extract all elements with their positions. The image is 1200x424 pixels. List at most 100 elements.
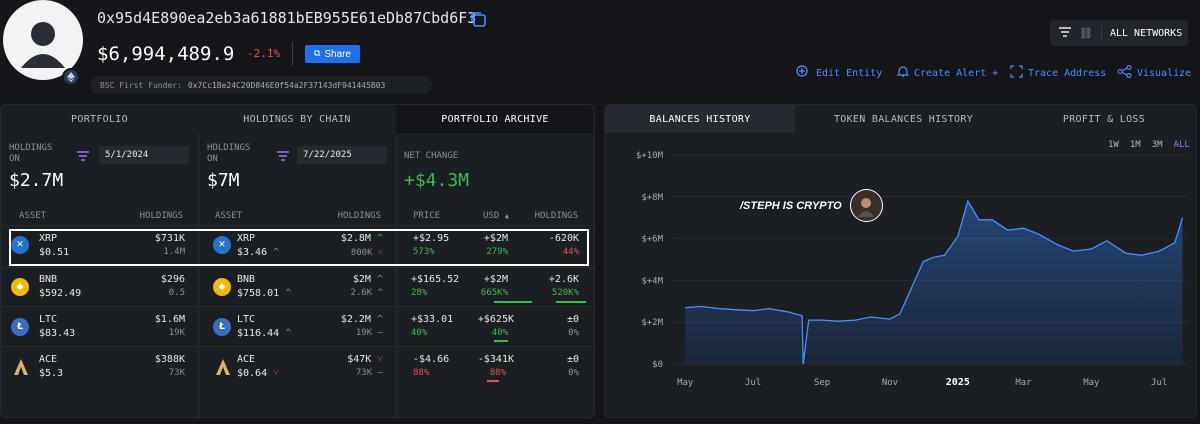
holdings-change: -620K	[548, 233, 579, 244]
holding-qty-text: 2.6K	[350, 288, 373, 298]
asset-symbol: BNB	[237, 274, 256, 285]
price-change: -$4.66	[413, 354, 450, 365]
up-arrow-icon: ^	[376, 314, 383, 325]
asset-symbol: XRP	[237, 233, 256, 244]
col-price: PRICE	[413, 211, 441, 221]
holding-qty: 19K	[168, 328, 185, 338]
usd-change: +$625K	[477, 314, 514, 325]
range-1w[interactable]: 1W	[1108, 140, 1119, 150]
col-asset: ASSET	[19, 211, 47, 221]
copy-icon[interactable]	[469, 10, 487, 31]
create-alert-label: Create Alert +	[914, 67, 999, 79]
holdings-change: ±0	[566, 354, 579, 365]
holdings-change-pct: 0%	[568, 368, 579, 378]
tab-balances-history[interactable]: BALANCES HISTORY	[605, 105, 795, 133]
col-usd[interactable]: USD ▲	[483, 211, 509, 221]
usd-change-bar	[494, 340, 508, 342]
range-3m[interactable]: 3M	[1151, 140, 1163, 150]
ltc-coin-icon: Ł	[213, 318, 231, 336]
table-row[interactable]: ✕ XRP $0.51 $731K 1.4M ✕ XRP $3.46 ^ $2.…	[1, 227, 594, 265]
col-asset-2: ASSET	[215, 211, 243, 221]
divider	[292, 42, 293, 66]
holding-qty-text: 73K	[355, 368, 373, 378]
asset-price: $5.3	[39, 368, 64, 379]
link-icon[interactable]: ⛓	[1079, 26, 1093, 40]
price-change: +$2.95	[413, 233, 450, 244]
up-arrow-icon: ^	[376, 233, 383, 244]
tab-profit-loss[interactable]: PROFIT & LOSS	[1062, 113, 1146, 125]
action-trace-address[interactable]: Trace Address	[1010, 65, 1106, 81]
range-1m[interactable]: 1M	[1129, 140, 1141, 150]
asset-price: $83.43	[39, 328, 76, 339]
holding-value: $2M ^	[301, 274, 383, 285]
history-tabs: BALANCES HISTORY TOKEN BALANCES HISTORY …	[605, 105, 1196, 133]
date-input-left[interactable]: 5/1/2024	[99, 146, 189, 164]
y-tick-label: $+10M	[636, 151, 664, 161]
network-filter[interactable]: ⛓ ALL NETWORKS	[1050, 20, 1188, 46]
holding-value: $296	[160, 274, 185, 285]
filter-icon[interactable]	[277, 151, 289, 164]
filter-icon[interactable]	[1059, 26, 1071, 40]
ltc-coin-icon: Ł	[11, 318, 29, 336]
asset-price: $0.51	[39, 247, 70, 258]
asset-price-value: $0.64	[237, 368, 268, 379]
share-button[interactable]: ⧉ Share	[305, 45, 360, 63]
asset-price: $116.44 ^	[237, 328, 291, 339]
first-funder[interactable]: BSC First Funder: 0x7Cc1Be24C20D846E0f54…	[90, 76, 432, 94]
up-arrow-icon: ^	[273, 247, 280, 258]
y-tick-label: $+2M	[641, 318, 663, 328]
holding-value: $2.8M ^	[301, 233, 383, 244]
action-edit-entity[interactable]: Edit Entity	[795, 65, 882, 81]
y-tick-label: $+4M	[641, 276, 663, 286]
holding-qty: 1.4M	[163, 247, 185, 257]
asset-price: $0.64 ˅	[237, 368, 279, 379]
up-arrow-icon: ^	[285, 328, 292, 339]
price-change-pct: 40%	[411, 328, 428, 338]
divider	[1100, 26, 1102, 40]
holding-qty: 2.6K ^	[301, 288, 383, 298]
divider	[1, 306, 594, 307]
visualize-label: Visualize	[1137, 67, 1192, 79]
balance-chart[interactable]: $0 $+2M $+4M $+6M $+8M $+10M May Jul Sep Nov 2025 M…	[605, 145, 1197, 418]
divider	[1, 267, 594, 268]
table-row[interactable]: Ł LTC $83.43 $1.6M 19K Ł LTC $116.44 ^ $…	[1, 308, 594, 346]
filter-icon[interactable]	[77, 151, 89, 164]
action-visualize[interactable]: Visualize	[1117, 64, 1192, 81]
usd-change-pct: 665K%	[480, 288, 508, 298]
tab-portfolio-archive[interactable]: PORTFOLIO ARCHIVE	[396, 105, 594, 133]
price-change-pct: 28%	[411, 288, 428, 298]
y-tick-label: $+6M	[641, 235, 663, 245]
external-link-icon: ⧉	[313, 49, 321, 59]
funder-address[interactable]: 0x7Cc1Be24C20D846E0f54a2F37143dF041445B0…	[187, 80, 386, 90]
holding-value-text: $2M	[352, 274, 371, 285]
holdings-change: ±0	[566, 314, 579, 325]
dash-icon: —	[377, 328, 383, 338]
asset-price-value: $758.01	[237, 288, 280, 299]
portfolio-tabs: PORTFOLIO HOLDINGS BY CHAIN PORTFOLIO AR…	[1, 105, 594, 133]
holding-qty-text: 19K	[355, 328, 373, 338]
asset-price: $758.01 ^	[237, 288, 291, 299]
holding-value: $1.6M	[154, 314, 185, 325]
asset-price: $592.49	[39, 288, 82, 299]
xrp-coin-icon: ✕	[11, 236, 29, 254]
table-row[interactable]: ACE $5.3 $388K 73K ACE $0.64 ˅ $47K ˅ 73…	[1, 348, 594, 386]
col-holdings-3: HOLDINGS	[534, 211, 578, 221]
x-tick-label: May	[1083, 378, 1100, 388]
range-all[interactable]: ALL	[1173, 140, 1190, 150]
asset-price-value: $3.46	[237, 247, 268, 258]
tab-portfolio[interactable]: PORTFOLIO	[71, 113, 128, 125]
user-silhouette-icon	[21, 22, 65, 68]
series-line	[685, 199, 1184, 365]
table-row[interactable]: ◆ BNB $592.49 $296 0.5 ◆ BNB $758.01 ^ $…	[1, 268, 594, 306]
avatar	[3, 0, 83, 80]
divider	[1, 346, 594, 347]
action-create-alert[interactable]: Create Alert +	[896, 65, 999, 81]
tab-token-balances-history[interactable]: TOKEN BALANCES HISTORY	[833, 113, 974, 125]
tab-holdings-by-chain[interactable]: HOLDINGS BY CHAIN	[243, 113, 351, 125]
wallet-address[interactable]: 0x95d4E890ea2eb3a61881bEB955E61eDb87Cbd6…	[97, 9, 477, 27]
share-label: Share	[324, 48, 352, 60]
date-input-mid[interactable]: 7/22/2025	[297, 146, 387, 164]
series-area	[685, 201, 1183, 364]
holding-value-text: $2.2M	[340, 314, 371, 325]
asset-symbol: LTC	[237, 314, 256, 325]
